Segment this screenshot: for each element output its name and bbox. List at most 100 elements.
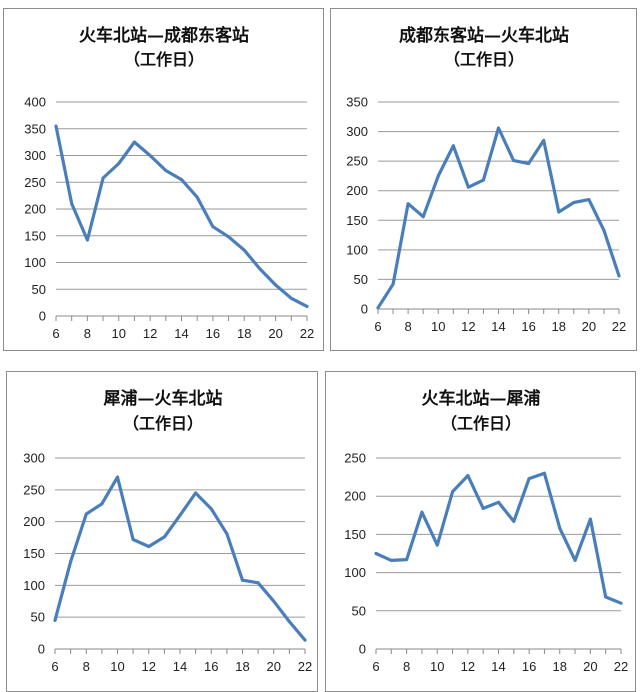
chart-3-data-point (100, 502, 104, 506)
chart-3-series-line (53, 475, 307, 642)
chart-4-x-tick-label: 18 (553, 659, 567, 674)
chart-4-data-point (588, 517, 592, 521)
chart-2-data-point (406, 202, 410, 206)
chart-3-data-point (256, 581, 260, 585)
chart-3-data-point (287, 620, 291, 624)
chart-panel-4: 火车北站—犀浦 （工作日） 0 50 100 150 200 250 6 8 10 12 14 16 18 2… (325, 371, 636, 692)
chart-2-data-point (602, 228, 606, 232)
chart-1-y-tick-label: 100 (24, 255, 46, 270)
chart-1-data-point (274, 283, 278, 287)
chart-panel-3: 犀浦—火车北站 （工作日） 0 50 100 150 200 250 300 6 8 10 12 14 16… (6, 371, 318, 692)
chart-3-data-point (162, 535, 166, 539)
chart-4-svg: 火车北站—犀浦 （工作日） 0 50 100 150 200 250 6 8 10 12 14 16 18 2… (344, 388, 628, 674)
chart-4-data-point (527, 477, 531, 481)
chart-4-data-point (558, 526, 562, 530)
chart-2-x-tick-label: 20 (582, 319, 596, 334)
chart-1-y-tick-label: 50 (32, 282, 46, 297)
chart-2-y-tick-label: 100 (346, 242, 368, 257)
chart-3-data-point (147, 544, 151, 548)
chart-3-x-tick-label: 8 (83, 659, 90, 674)
chart-3-title: 犀浦—火车北站 (104, 388, 223, 409)
chart-1-data-point (180, 178, 183, 182)
chart-2-x-tick-label: 16 (521, 319, 535, 334)
chart-2-data-point (421, 215, 425, 219)
chart-2-data-point (466, 185, 470, 189)
chart-2-data-point (527, 162, 531, 166)
chart-3-data-point (131, 537, 135, 541)
chart-1-data-point (195, 195, 199, 199)
chart-4-x-tick-label: 6 (372, 659, 379, 674)
chart-2-y-tick-label: 150 (346, 213, 368, 228)
chart-1-x-tick-label: 6 (52, 326, 59, 341)
chart-1-x-tick-label: 12 (143, 326, 157, 341)
chart-2-data-point (497, 126, 500, 130)
chart-1-x-tick-label: 18 (237, 326, 251, 341)
chart-3-data-point (303, 638, 307, 642)
chart-3-x-tick-label: 20 (267, 659, 281, 674)
chart-3-subtitle: （工作日） (123, 414, 203, 433)
chart-1-data-point (101, 176, 105, 180)
chart-4-data-point (573, 558, 577, 562)
chart-3-x-tick-label: 14 (173, 659, 187, 674)
chart-3-y-tick-label: 0 (38, 642, 45, 657)
chart-2-data-point (542, 138, 546, 142)
chart-4-data-point (420, 510, 424, 514)
chart-3-x-tick-label: 18 (235, 659, 249, 674)
chart-4-data-point (466, 474, 470, 478)
chart-4-x-tick-label: 10 (430, 659, 444, 674)
chart-4-subtitle: （工作日） (441, 414, 521, 433)
chart-2-data-point (481, 178, 485, 182)
chart-1-x-tick-label: 14 (174, 326, 188, 341)
chart-1-y-tick-label: 150 (24, 228, 46, 243)
chart-1-y-tick-label: 300 (24, 148, 46, 163)
chart-4-data-point (512, 519, 516, 523)
chart-4-data-point (389, 558, 393, 562)
chart-3-x-tick-label: 12 (142, 659, 156, 674)
chart-1-data-point (70, 202, 74, 206)
chart-panel-1: 火车北站—成都东客站 （工作日） 0 50 100 150 200 250 300 350 400 6… (3, 8, 324, 351)
chart-3-x-tick-label: 6 (51, 659, 58, 674)
chart-2-y-tick-label: 50 (354, 272, 368, 287)
chart-4-y-tick-label: 250 (344, 451, 366, 466)
chart-3-x-tick-label: 16 (204, 659, 218, 674)
chart-4-x-tick-label: 20 (583, 659, 597, 674)
chart-2-x-tick-label: 6 (374, 319, 381, 334)
chart-2-x-tick-label: 14 (491, 319, 505, 334)
chart-1-data-point (132, 140, 136, 144)
chart-2-y-tick-label: 0 (361, 302, 368, 317)
chart-1-data-point (164, 168, 168, 172)
chart-3-data-point (241, 578, 244, 582)
chart-4-data-point (405, 558, 409, 562)
chart-4-data-point (619, 601, 623, 605)
chart-1-x-tick-label: 10 (112, 326, 126, 341)
chart-1-data-point (289, 296, 293, 300)
chart-2-x-tick-label: 22 (612, 319, 626, 334)
chart-2-x-tick-label: 12 (461, 319, 475, 334)
chart-2-title: 成都东客站—火车北站 (399, 25, 569, 46)
chart-2-data-point (572, 201, 576, 205)
chart-4-title: 火车北站—犀浦 (422, 388, 541, 409)
chart-1-y-tick-label: 0 (39, 309, 46, 324)
chart-2-y-tick-label: 300 (346, 124, 368, 139)
chart-2-y-tick-label: 350 (346, 95, 368, 110)
chart-3-data-point (178, 513, 182, 517)
chart-4-data-point (374, 552, 378, 555)
chart-4-y-tick-label: 100 (344, 565, 366, 580)
chart-1-data-point (258, 267, 262, 271)
chart-4-data-point (542, 471, 546, 475)
chart-2-data-point (512, 159, 516, 163)
chart-2-y-tick-label: 250 (346, 154, 368, 169)
chart-1-svg: 火车北站—成都东客站 （工作日） 0 50 100 150 200 250 300 350 400 6… (24, 25, 314, 341)
chart-1-x-tick-label: 16 (206, 326, 220, 341)
chart-4-data-point (497, 500, 500, 504)
chart-1-data-point (227, 235, 231, 239)
chart-3-data-point (53, 618, 57, 622)
chart-1-y-tick-label: 250 (24, 175, 46, 190)
chart-1-data-point (54, 124, 58, 128)
chart-2-subtitle: （工作日） (444, 50, 524, 69)
chart-2-x-tick-label: 10 (431, 319, 445, 334)
chart-1-series-line (54, 124, 309, 308)
chart-3-data-point (84, 512, 88, 516)
chart-3-data-point (116, 475, 119, 479)
chart-4-x-tick-label: 16 (522, 659, 536, 674)
